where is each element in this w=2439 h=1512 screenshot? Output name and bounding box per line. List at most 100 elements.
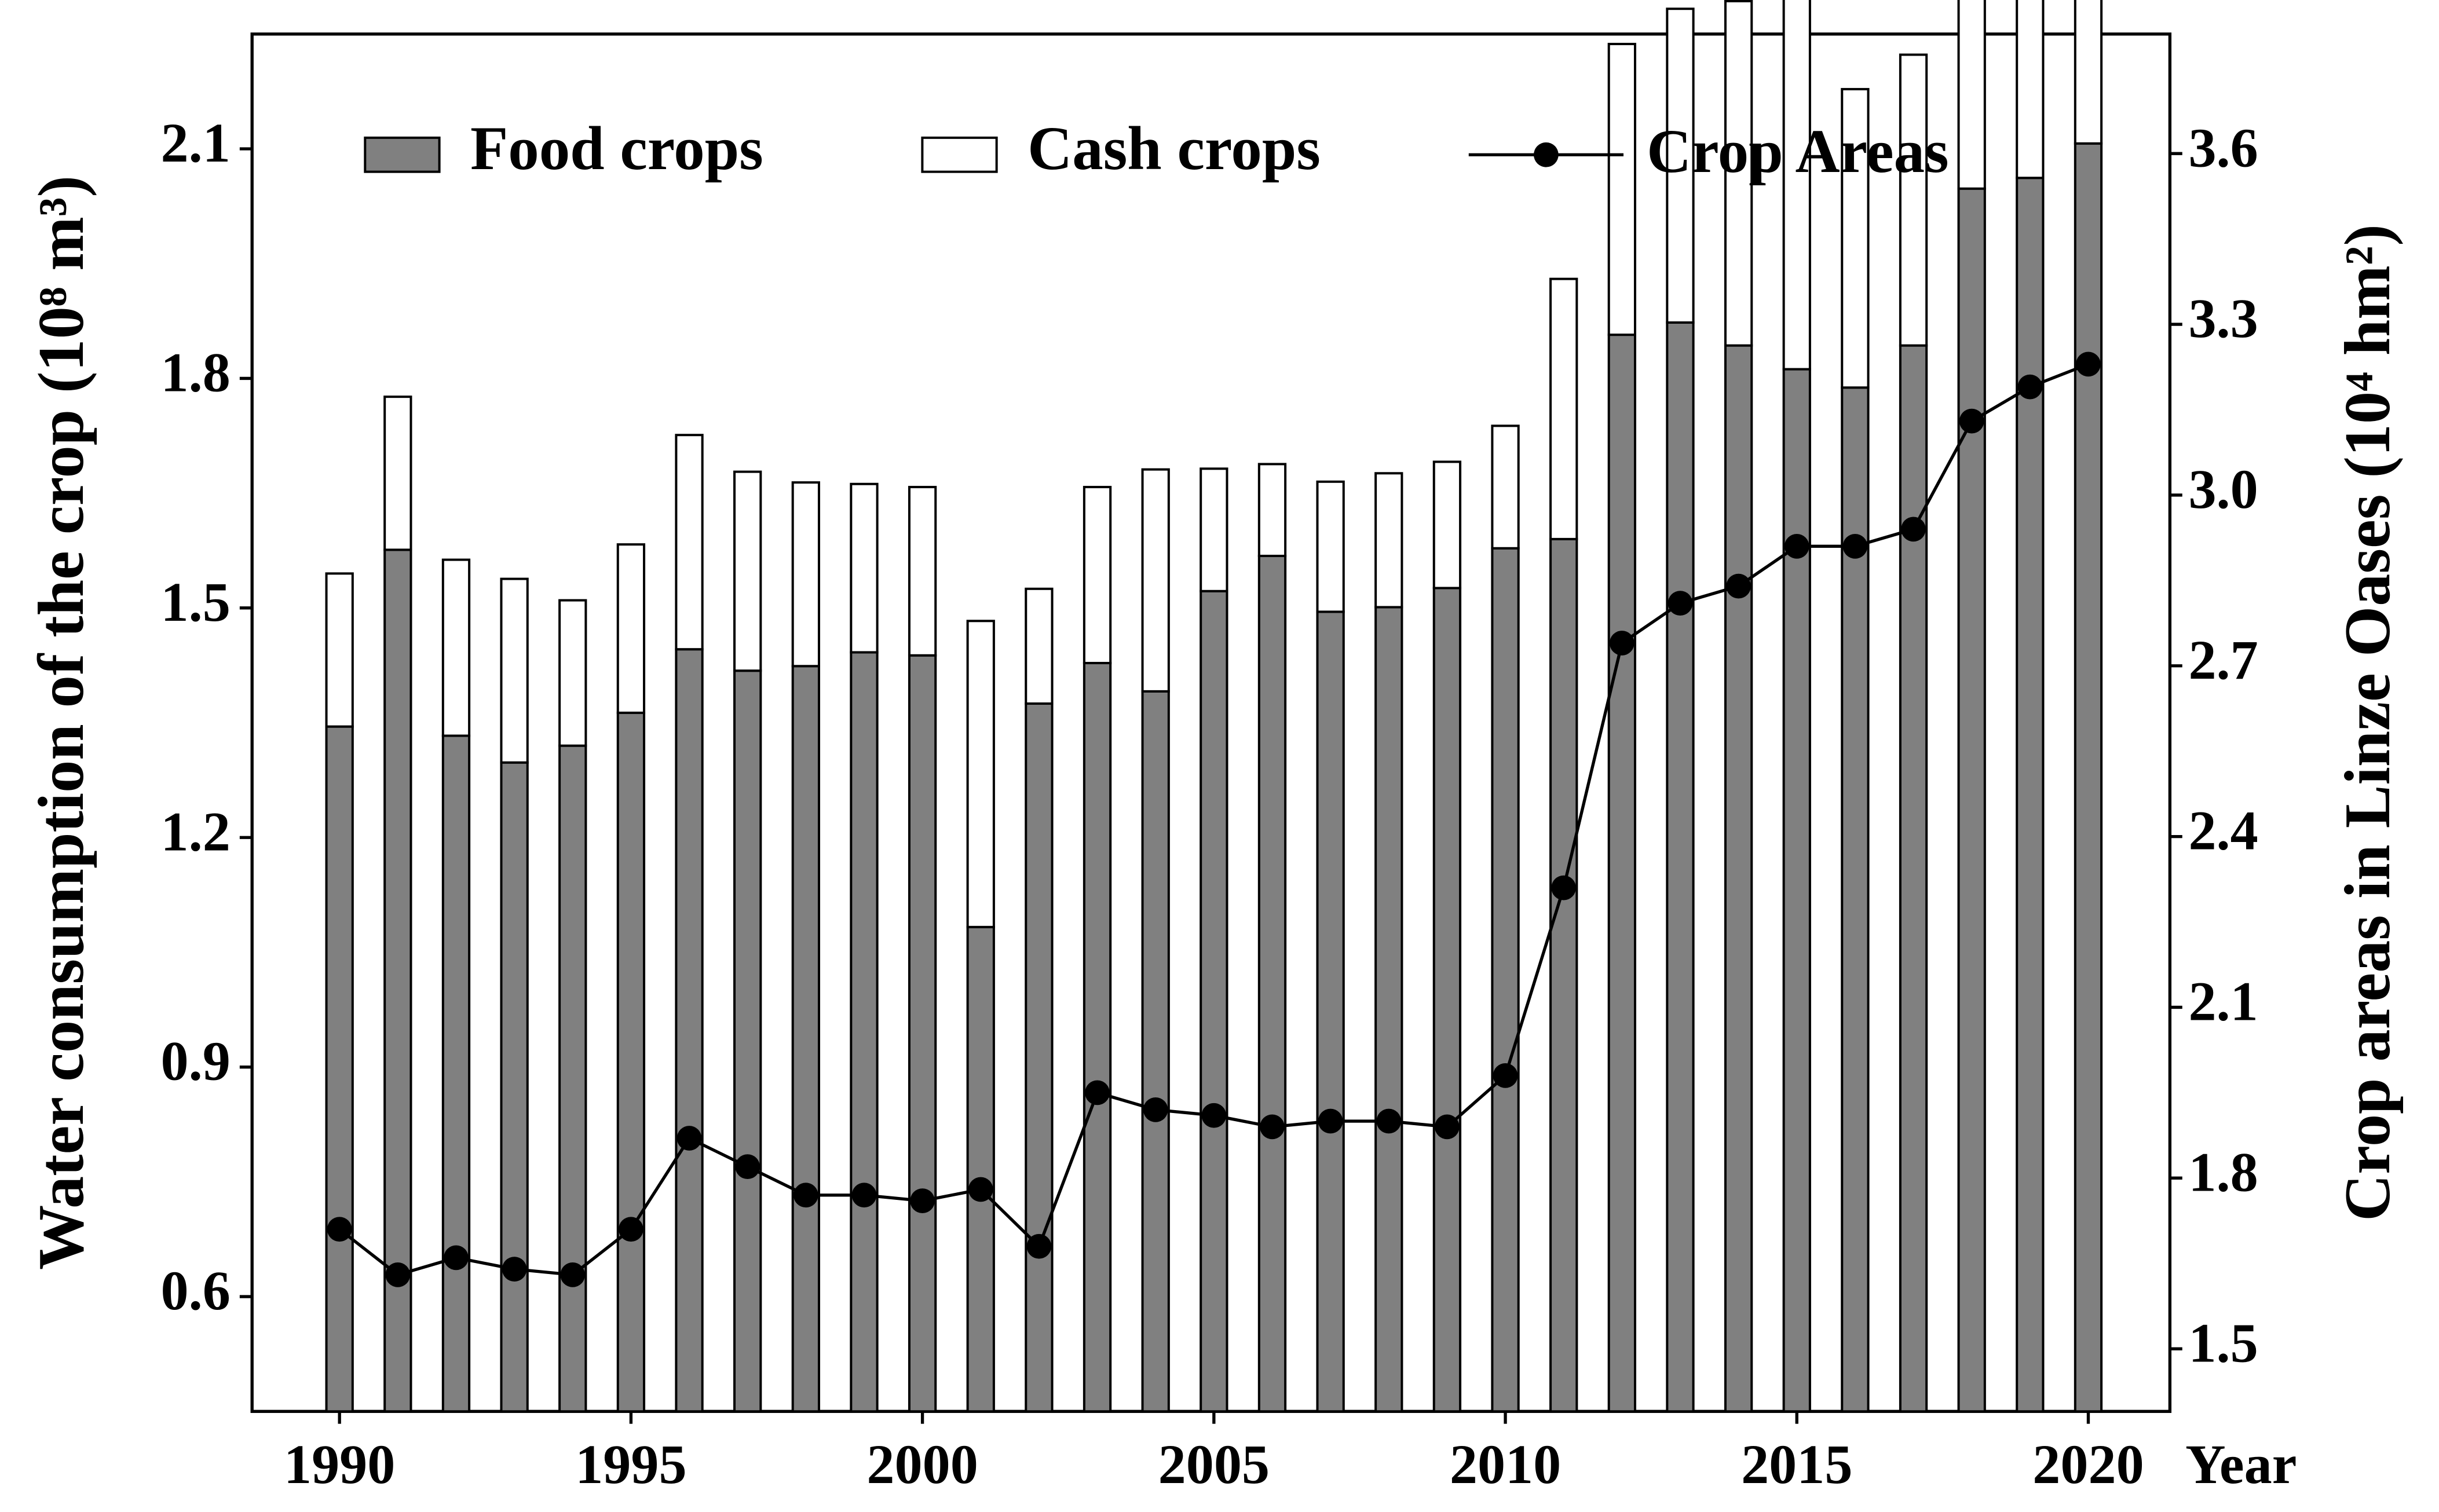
bar-segment: [1666, 321, 1695, 1413]
bar-segment: [1083, 486, 1112, 664]
line-marker: [502, 1257, 527, 1282]
bar-segment: [2074, 0, 2103, 145]
line-marker: [1085, 1080, 1110, 1105]
bar-segment: [616, 543, 646, 714]
bar-segment: [2016, 0, 2045, 180]
bar-segment: [1374, 472, 1403, 609]
legend-label: Cash crops: [1027, 115, 1321, 183]
y2-tick-label: 1.8: [2188, 1141, 2258, 1203]
bar-segment: [1316, 610, 1345, 1413]
bar-segment: [675, 434, 704, 651]
bar-segment: [1316, 480, 1345, 613]
y2-axis-label: Crop areas in Linze Oases (10⁴ hm²): [2332, 224, 2404, 1221]
line-marker: [560, 1262, 586, 1287]
bar-segment: [325, 725, 354, 1413]
y-tick-label: 1.2: [161, 800, 231, 862]
y2-tick-label: 3.0: [2188, 458, 2258, 520]
bar-segment: [441, 734, 471, 1413]
x-tick-label: 2020: [2032, 1433, 2144, 1495]
bar-segment: [733, 669, 762, 1413]
bar-segment: [2016, 177, 2045, 1413]
line-marker: [2017, 374, 2043, 400]
line-marker: [444, 1245, 469, 1271]
bar-segment: [1491, 547, 1520, 1413]
line-marker: [1901, 517, 1926, 542]
y-tick-label: 2.1: [161, 112, 231, 174]
bar-segment: [558, 744, 587, 1413]
line-marker: [1493, 1063, 1518, 1088]
bar-segment: [2074, 142, 2103, 1413]
bar-segment: [1607, 334, 1636, 1413]
line-marker: [1784, 533, 1809, 559]
line-marker: [1959, 408, 1984, 434]
bar-segment: [1957, 0, 1986, 190]
bar-segment: [850, 651, 879, 1413]
line-marker: [385, 1262, 411, 1287]
bar-segment: [1782, 368, 1811, 1413]
line-marker: [1551, 875, 1577, 900]
x-tick-label: 1995: [575, 1433, 686, 1495]
line-marker: [1260, 1114, 1285, 1140]
bar-segment: [1141, 690, 1170, 1413]
line-marker: [1318, 1108, 1343, 1134]
bar-segment: [850, 482, 879, 654]
bar-segment: [325, 572, 354, 728]
line-marker: [1143, 1097, 1168, 1122]
bar-segment: [1899, 53, 1928, 347]
bar-segment: [791, 665, 820, 1413]
y-tick-label: 1.5: [161, 571, 231, 633]
bar-segment: [1432, 460, 1462, 590]
line-marker: [1609, 631, 1634, 656]
bar-segment: [1257, 554, 1287, 1413]
bar-segment: [1374, 606, 1403, 1413]
line-marker: [1376, 1108, 1402, 1134]
bar-segment: [675, 648, 704, 1413]
x-tick-label: 2010: [1450, 1433, 1561, 1495]
bar-segment: [1200, 590, 1228, 1413]
y2-tick-label: 3.3: [2188, 287, 2258, 349]
y-tick-label: 0.6: [161, 1260, 231, 1321]
bar-segment: [1549, 537, 1578, 1413]
bar-segment: [733, 470, 762, 672]
legend-swatch: [364, 136, 441, 173]
line-marker: [851, 1182, 877, 1208]
bar-segment: [1782, 0, 1811, 371]
bar-segment: [1666, 8, 1695, 324]
bar-segment: [1841, 87, 1870, 389]
bar-segment: [1957, 187, 1986, 1413]
x-tick-label: 2000: [866, 1433, 978, 1495]
bar-segment: [1432, 587, 1462, 1413]
bar-segment: [1549, 277, 1578, 540]
x-tick-label: 2005: [1158, 1433, 1270, 1495]
bar-segment: [966, 925, 995, 1413]
bar-segment: [1025, 587, 1054, 705]
line-marker: [735, 1154, 760, 1180]
line-marker: [968, 1177, 993, 1202]
x-axis-label: Year: [2185, 1433, 2297, 1495]
y2-tick-label: 2.4: [2188, 800, 2258, 862]
x-tick-label: 2015: [1741, 1433, 1852, 1495]
bar-segment: [1025, 702, 1054, 1413]
bar-segment: [558, 599, 587, 747]
legend-label: Crop Areas: [1647, 118, 1949, 186]
line-marker: [327, 1217, 352, 1242]
y-tick-label: 0.9: [161, 1030, 231, 1092]
bar-segment: [383, 396, 412, 551]
bar-segment: [1200, 467, 1228, 592]
bar-segment: [908, 654, 937, 1413]
y2-tick-label: 2.1: [2188, 971, 2258, 1033]
line-marker: [1726, 573, 1751, 599]
line-marker: [793, 1182, 818, 1208]
bar-segment: [908, 486, 937, 657]
y-axis-label: Water consumption of the crop (10⁸ m³): [25, 175, 97, 1270]
line-marker: [1201, 1103, 1227, 1128]
legend-marker: [1534, 142, 1559, 167]
line-marker: [910, 1188, 935, 1214]
line-marker: [1842, 533, 1868, 559]
y2-tick-label: 1.5: [2188, 1312, 2258, 1374]
x-tick-label: 1990: [284, 1433, 395, 1495]
line-marker: [1668, 591, 1693, 616]
y2-tick-label: 3.6: [2188, 116, 2258, 178]
